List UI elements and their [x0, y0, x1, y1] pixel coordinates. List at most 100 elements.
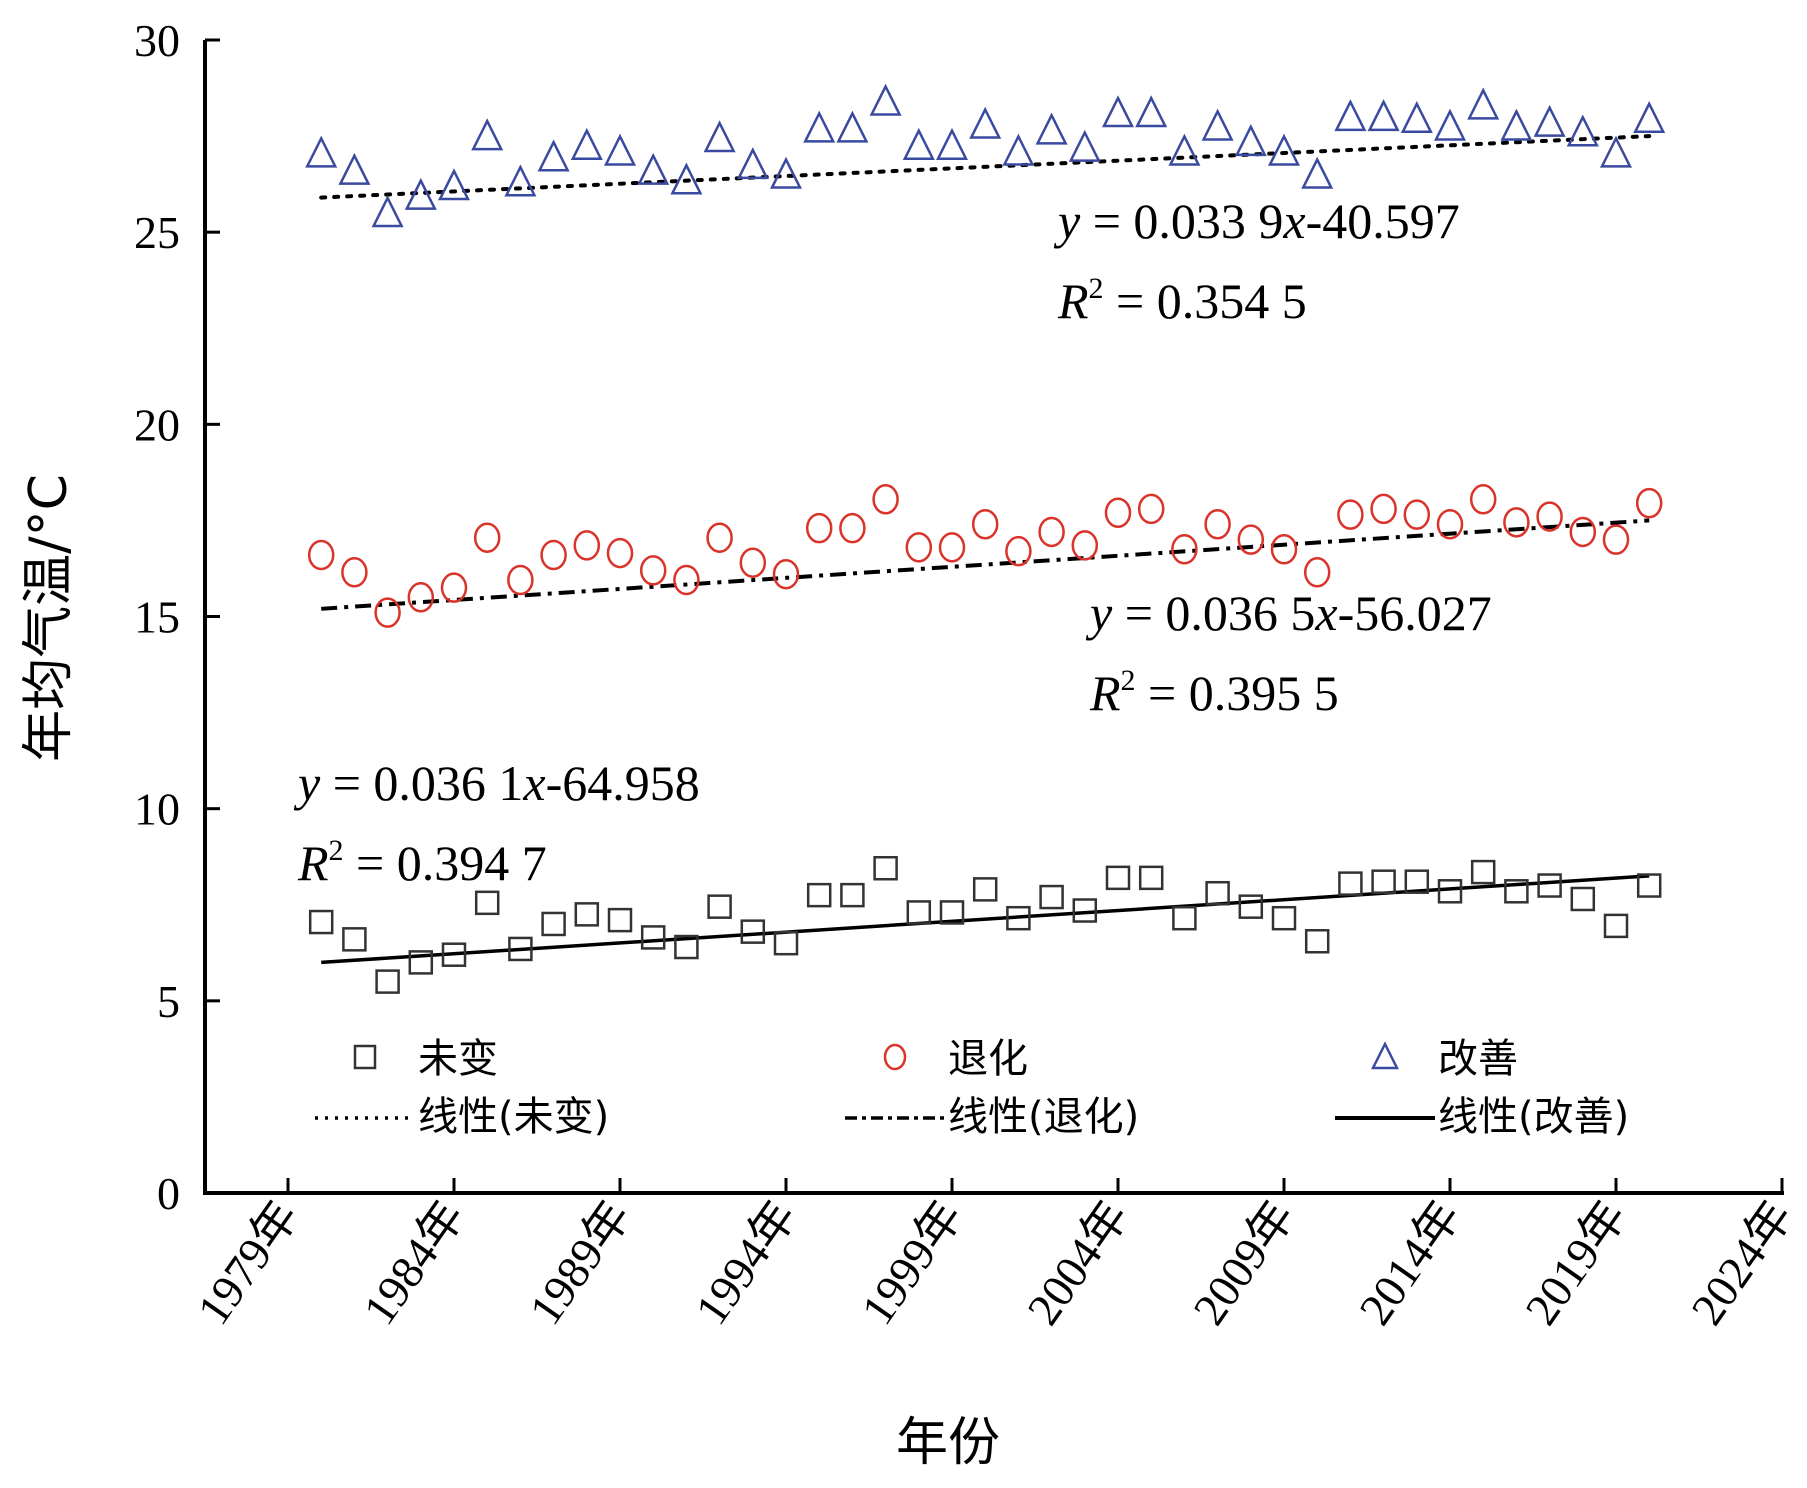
data-point-circle [872, 484, 899, 515]
data-point-triangle [537, 139, 570, 172]
data-point-triangle [869, 83, 902, 116]
r-superscript: 2 [329, 834, 344, 867]
data-point-circle [473, 522, 501, 553]
data-point-circle [1469, 484, 1497, 515]
data-point-triangle [504, 164, 537, 197]
legend-label: 改善 [1438, 1036, 1518, 1082]
data-point-circle [440, 572, 468, 603]
equation-intercept: -64.958 [546, 755, 700, 811]
data-point-triangle [1500, 108, 1533, 141]
data-point-circle [1104, 497, 1132, 528]
equation-line: y = 0.033 9x-40.597 [1053, 193, 1460, 249]
legend-item: 退化 [883, 1036, 1028, 1082]
data-point-circle [1569, 516, 1597, 548]
equation-line: y = 0.036 1x-64.958 [293, 755, 700, 811]
data-point-square [707, 894, 732, 919]
equation-x: x [522, 755, 545, 811]
data-point-square [1138, 865, 1164, 891]
legend-label: 线性(退化) [948, 1094, 1139, 1140]
data-point-triangle [902, 127, 935, 160]
data-point-circle [407, 582, 435, 613]
data-point-square [1338, 871, 1363, 896]
series-square [308, 855, 1662, 994]
r-superscript: 2 [1121, 664, 1136, 697]
y-tick-label: 10 [134, 784, 180, 835]
regression-equation-mid: y = 0.036 5x-56.027 R2 = 0.395 5 [1085, 585, 1492, 721]
y-tick-label: 20 [134, 399, 180, 450]
r-squared-line: R2 = 0.394 7 [297, 834, 547, 891]
data-point-circle [540, 539, 567, 571]
data-point-square [408, 950, 434, 975]
data-point-triangle [1533, 104, 1566, 137]
legend-circle-icon [883, 1043, 907, 1071]
data-point-triangle [637, 152, 670, 185]
data-point-circle [1536, 501, 1563, 532]
data-point-square [1039, 884, 1064, 910]
data-point-triangle [703, 120, 736, 153]
data-point-circle [1071, 530, 1099, 561]
axes [203, 40, 1784, 1195]
equation-y: y [1053, 193, 1081, 249]
data-point-square [972, 877, 998, 902]
data-point-circle [507, 564, 534, 596]
data-point-triangle [371, 195, 404, 228]
y-tick-label: 25 [134, 207, 180, 258]
data-point-triangle [1135, 95, 1168, 128]
x-tick-label: 1989年 [519, 1191, 640, 1333]
data-point-triangle [437, 168, 471, 201]
data-point-square [1404, 869, 1430, 894]
y-tick-label: 15 [134, 592, 180, 643]
x-ticks: 1979年 1984年 1989年 1994年 1999年 2004年 2009年 2014年… [187, 1178, 1802, 1334]
data-point-circle [374, 597, 401, 628]
x-tick-label: 2024年 [1681, 1191, 1802, 1333]
data-point-circle [1270, 533, 1298, 565]
data-point-triangle [803, 110, 836, 143]
data-point-square [640, 925, 666, 950]
data-point-square [1437, 879, 1463, 904]
data-point-triangle [1433, 108, 1467, 141]
data-point-circle [1370, 493, 1397, 525]
data-point-circle [805, 512, 833, 544]
data-point-circle [772, 558, 800, 590]
y-tick-label: 5 [157, 976, 180, 1027]
x-tick-label: 1979年 [187, 1191, 308, 1333]
legend-item: 线性(改善) [1335, 1094, 1629, 1140]
data-point-square [1470, 859, 1496, 885]
data-point-circle [1237, 524, 1265, 555]
data-point-square [375, 969, 400, 994]
equation-slope: = 0.036 5 [1112, 585, 1315, 641]
data-point-triangle [1599, 135, 1633, 168]
y-axis-title: 年均气温/°C [19, 474, 79, 762]
data-point-triangle [1002, 133, 1035, 166]
data-point-square [607, 907, 633, 933]
data-point-square [1271, 905, 1297, 931]
legend-triangle-icon [1370, 1041, 1400, 1070]
data-point-circle [1303, 557, 1331, 588]
data-point-circle [1038, 516, 1065, 548]
data-point-triangle [1267, 133, 1301, 166]
x-tick-label: 2014年 [1349, 1191, 1470, 1333]
data-point-triangle [1301, 156, 1334, 189]
data-point-square [1570, 886, 1596, 912]
equation-line: y = 0.036 5x-56.027 [1085, 585, 1492, 641]
data-point-triangle [305, 135, 338, 168]
data-point-square [840, 882, 865, 908]
x-tick-label: 1994年 [685, 1191, 806, 1333]
data-point-circle [673, 564, 700, 596]
r-squared-value: = 0.395 5 [1136, 665, 1339, 721]
data-point-square [1006, 905, 1031, 931]
data-point-triangle [1400, 100, 1433, 134]
data-point-square [740, 919, 766, 944]
series-triangle [305, 83, 1666, 228]
data-point-square [773, 930, 799, 956]
data-point-triangle [1633, 100, 1666, 134]
equation-x: x [1282, 193, 1305, 249]
r-squared-value: = 0.394 7 [344, 835, 547, 891]
data-point-triangle [1334, 99, 1367, 132]
data-point-triangle [471, 118, 504, 151]
data-point-circle [1403, 499, 1431, 530]
data-point-circle [1171, 533, 1198, 565]
regression-equation-top: y = 0.033 9x-40.597 R2 = 0.354 5 [1053, 193, 1460, 329]
r-symbol: R [1057, 273, 1089, 329]
